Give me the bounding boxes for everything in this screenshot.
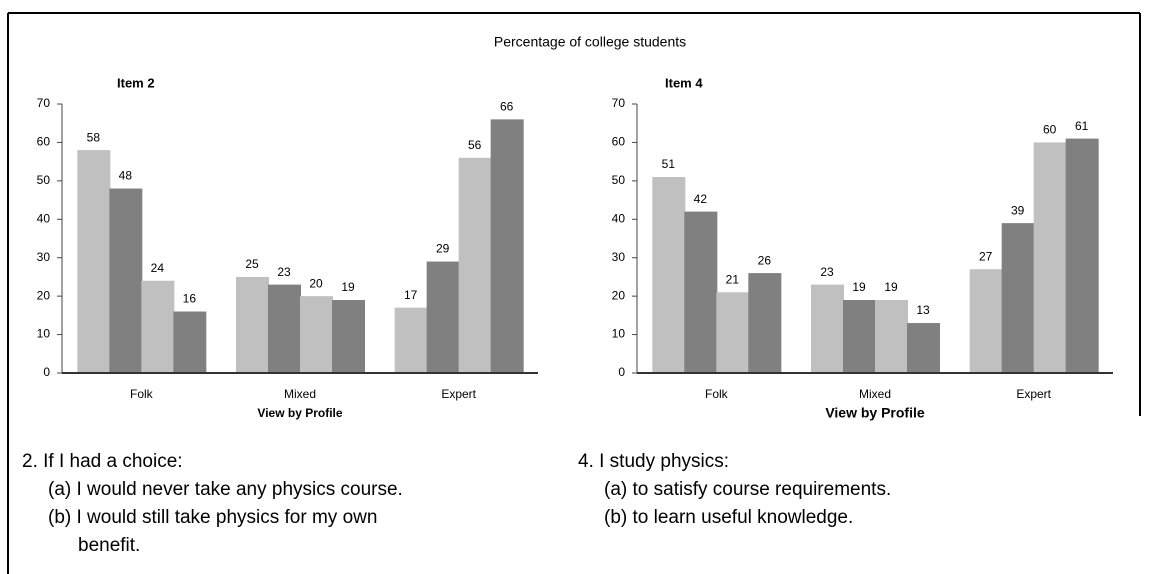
bar [748, 273, 782, 373]
y-tick-label: 40 [37, 211, 51, 225]
y-tick-label: 60 [612, 135, 626, 149]
bar [1065, 138, 1099, 373]
value-label: 66 [500, 100, 514, 114]
value-label: 23 [277, 265, 291, 279]
bar [268, 284, 301, 373]
value-label: 42 [694, 192, 708, 206]
bar [969, 269, 1003, 373]
value-label: 17 [404, 288, 418, 302]
y-tick-label: 70 [37, 96, 51, 110]
bar [109, 188, 143, 373]
value-label: 16 [183, 292, 197, 306]
value-label: 19 [852, 280, 866, 294]
x-tick-label: Mixed [859, 387, 891, 401]
bar [490, 119, 524, 373]
value-label: 13 [916, 303, 930, 317]
y-tick-label: 20 [612, 288, 626, 302]
y-tick-label: 10 [612, 327, 626, 341]
value-label: 19 [341, 280, 355, 294]
value-label: 26 [758, 253, 772, 267]
bar [1001, 223, 1035, 373]
bar [394, 307, 428, 373]
y-tick-label: 60 [37, 135, 51, 149]
value-label: 20 [309, 276, 323, 290]
y-tick-label: 0 [43, 365, 50, 379]
bar [811, 284, 844, 373]
x-tick-label: Expert [1016, 387, 1051, 401]
y-tick-label: 10 [37, 327, 51, 341]
chart-title: Item 2 [117, 75, 155, 90]
value-label: 60 [1043, 123, 1057, 137]
bar [300, 296, 333, 373]
x-tick-label: Folk [130, 387, 154, 401]
y-tick-label: 30 [612, 250, 626, 264]
bar [458, 157, 492, 373]
value-label: 23 [820, 265, 834, 279]
x-tick-label: Expert [441, 387, 476, 401]
bar [652, 177, 686, 373]
value-label: 24 [151, 261, 165, 275]
bar [1033, 142, 1067, 373]
bar [173, 311, 207, 373]
value-label: 21 [726, 272, 740, 286]
bar [77, 150, 111, 373]
question: 2. If I had a choice: (a) I would never … [22, 448, 542, 560]
value-label: 19 [884, 280, 898, 294]
chart-title: Item 4 [665, 75, 703, 90]
y-tick-label: 50 [37, 173, 51, 187]
question-heading: 2. If I had a choice: [22, 451, 183, 472]
bar [141, 280, 175, 373]
bar [426, 261, 460, 373]
x-tick-label: Mixed [284, 387, 316, 401]
bar [684, 211, 718, 373]
bar [332, 299, 365, 373]
value-label: 27 [979, 249, 993, 263]
value-label: 51 [662, 157, 676, 171]
x-tick-label: Folk [705, 387, 729, 401]
question-option: (b) to learn useful knowledge. [604, 507, 854, 528]
bar [236, 276, 269, 373]
question-option: (a) to satisfy course requirements. [604, 479, 892, 500]
question-heading: 4. I study physics: [578, 451, 730, 472]
y-tick-label: 70 [612, 96, 626, 110]
value-label: 56 [468, 138, 482, 152]
bar [875, 299, 908, 373]
value-label: 61 [1075, 119, 1089, 133]
x-axis-label: View by Profile [825, 405, 925, 421]
value-label: 39 [1011, 203, 1025, 217]
value-label: 25 [245, 257, 259, 271]
bar [907, 323, 940, 373]
bar [716, 292, 750, 373]
figure-title: Percentage of college students [494, 34, 686, 50]
y-tick-label: 0 [618, 365, 625, 379]
y-tick-label: 30 [37, 250, 51, 264]
value-label: 48 [119, 169, 133, 183]
y-tick-label: 20 [37, 288, 51, 302]
bar [843, 299, 876, 373]
value-label: 29 [436, 242, 450, 256]
y-tick-label: 50 [612, 173, 626, 187]
question-option: (a) I would never take any physics cours… [48, 479, 403, 500]
y-tick-label: 40 [612, 211, 626, 225]
value-label: 58 [87, 130, 101, 144]
x-axis-label: View by Profile [257, 406, 342, 420]
question-option: (b) I would still take physics for my ow… [48, 507, 378, 556]
question: 4. I study physics: (a) to satisfy cours… [578, 448, 1098, 532]
